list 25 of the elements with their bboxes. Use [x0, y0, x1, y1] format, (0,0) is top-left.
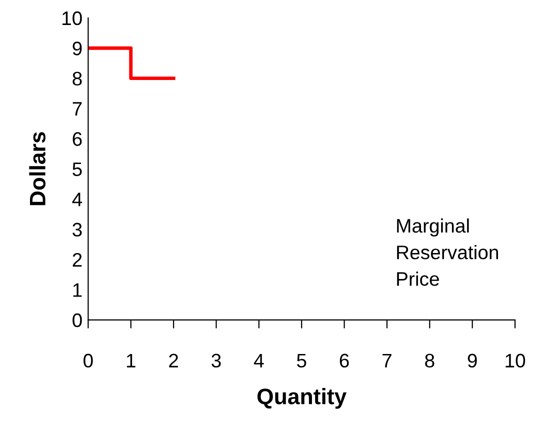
x-tick-label: 6 — [340, 354, 349, 368]
x-tick-label: 1 — [126, 354, 136, 368]
y-tick-label: 6 — [72, 132, 82, 146]
y-tick-label: 4 — [72, 192, 82, 206]
x-tick-label: 3 — [212, 354, 221, 368]
x-tick-label: 9 — [468, 354, 477, 368]
x-tick-label: 2 — [169, 354, 178, 368]
x-tick-label: 5 — [296, 354, 306, 368]
y-tick-label: 1 — [73, 283, 82, 297]
y-tick-label: 10 — [62, 11, 82, 26]
y-tick-label: 9 — [72, 42, 82, 56]
y-tick-label: 3 — [72, 222, 82, 237]
x-tick-label: 0 — [84, 354, 93, 368]
x-axis-title: Quantity — [257, 388, 347, 409]
y-tick-label: 5 — [72, 162, 82, 176]
x-tick-label: 8 — [425, 354, 434, 368]
y-tick-label: 7 — [72, 102, 82, 116]
y-axis-title: Dollars — [29, 132, 46, 206]
y-tick-label: 0 — [72, 313, 82, 328]
x-tick-label: 4 — [254, 354, 264, 368]
x-tick-label: 10 — [506, 354, 526, 368]
annotation: Marginal Reservation Price — [397, 218, 498, 286]
y-tick-label: 8 — [72, 72, 82, 86]
x-tick-label: 7 — [382, 354, 392, 368]
y-tick-label: 2 — [72, 252, 82, 267]
